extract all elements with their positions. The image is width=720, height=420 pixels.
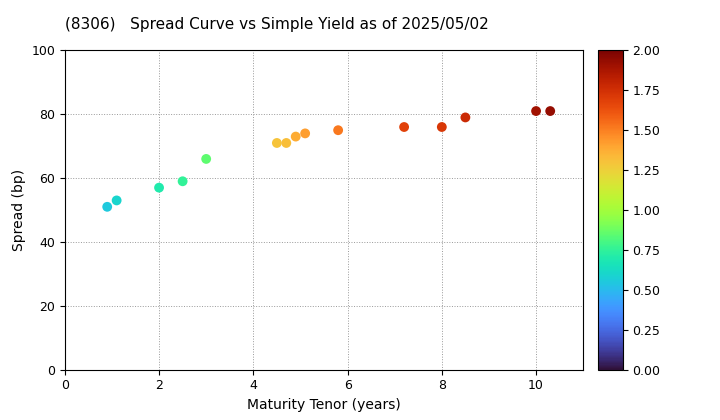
Point xyxy=(177,178,189,185)
Point xyxy=(271,139,283,146)
Y-axis label: Spread (bp): Spread (bp) xyxy=(12,169,26,251)
Point xyxy=(333,127,344,134)
Point xyxy=(531,108,542,114)
Point xyxy=(459,114,471,121)
Point xyxy=(290,133,302,140)
Point xyxy=(281,139,292,146)
X-axis label: Maturity Tenor (years): Maturity Tenor (years) xyxy=(247,398,401,412)
Point xyxy=(300,130,311,137)
Point xyxy=(436,123,448,130)
Point xyxy=(111,197,122,204)
Point xyxy=(153,184,165,191)
Point xyxy=(398,123,410,130)
Point xyxy=(102,203,113,210)
Point xyxy=(544,108,556,114)
Point xyxy=(200,155,212,162)
Text: (8306)   Spread Curve vs Simple Yield as of 2025/05/02: (8306) Spread Curve vs Simple Yield as o… xyxy=(65,17,489,32)
